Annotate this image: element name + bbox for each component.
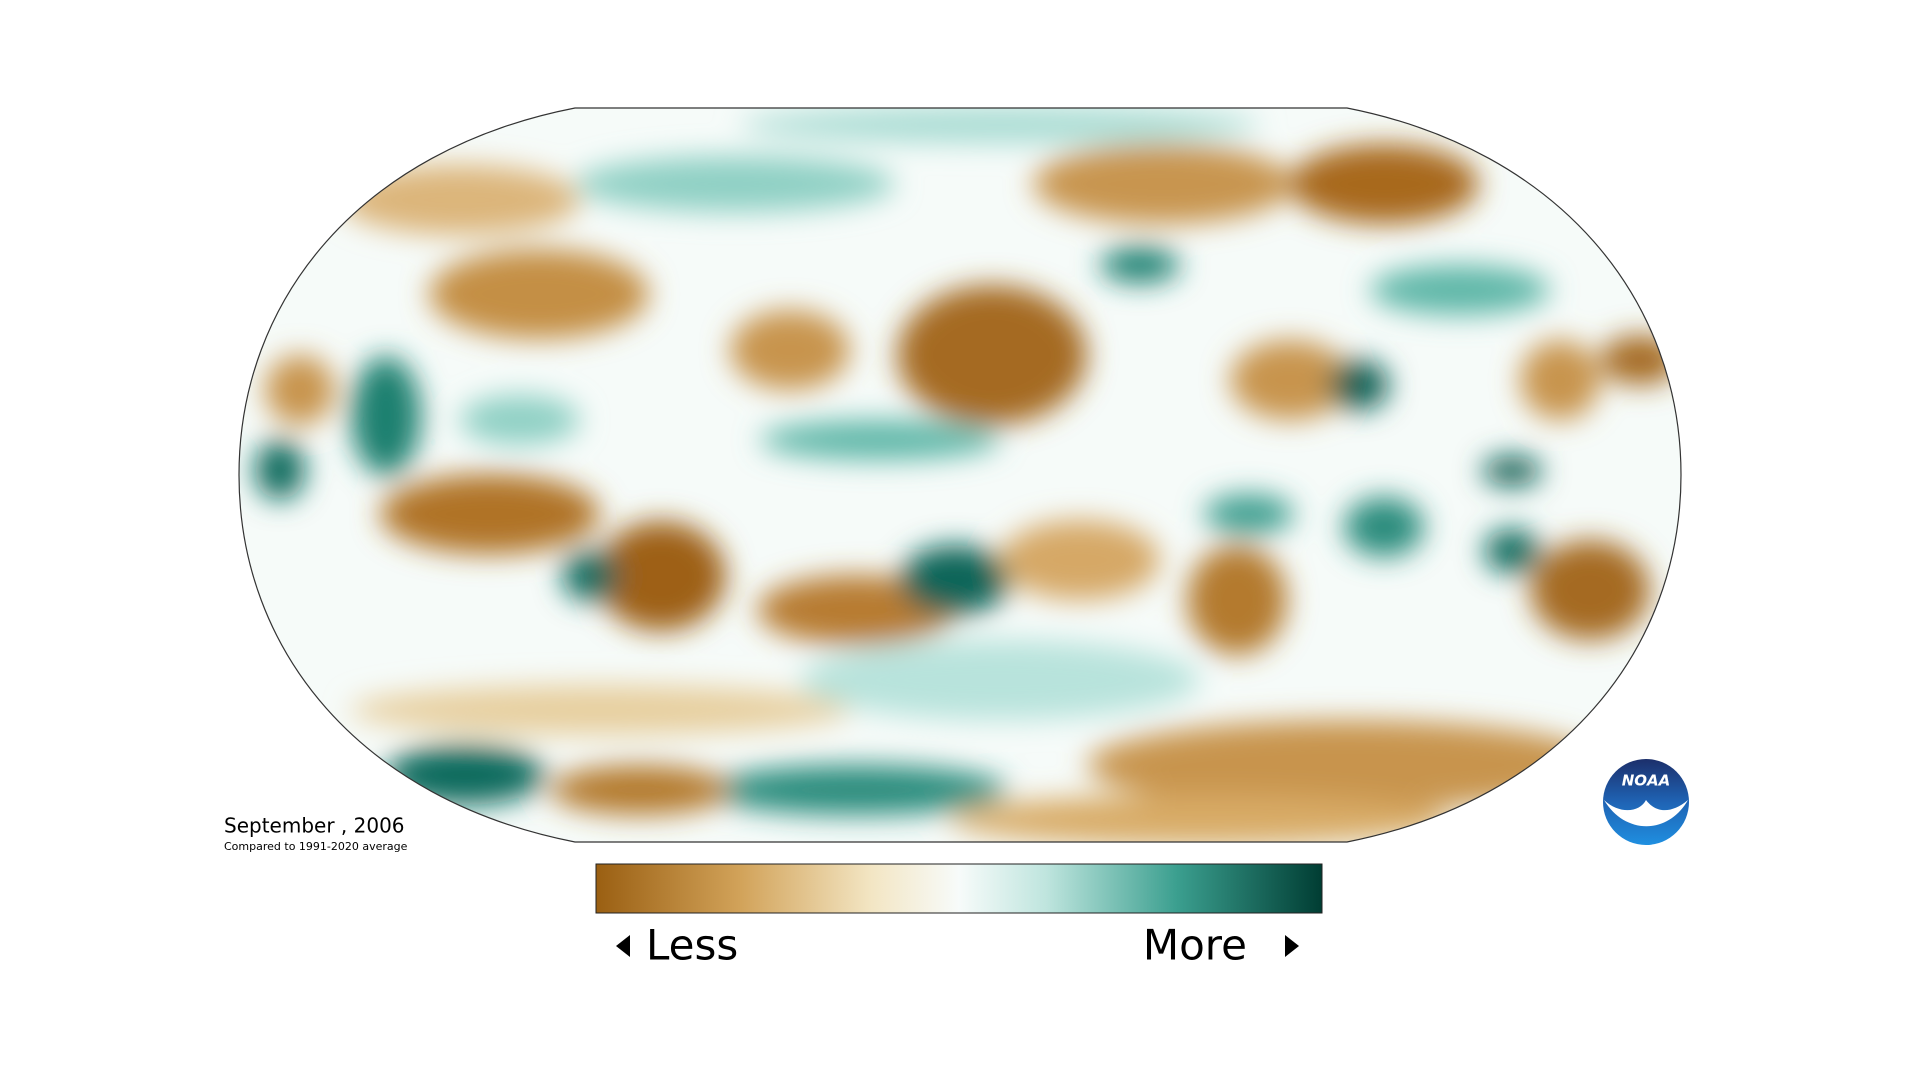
color-scale [595, 863, 1323, 914]
noaa-logo: NOAA [1603, 759, 1689, 845]
map-title: September , 2006 [224, 814, 405, 838]
map-subtitle: Compared to 1991-2020 average [224, 840, 408, 853]
logo-text: NOAA [1622, 772, 1671, 790]
anomaly-map [239, 108, 1681, 842]
legend-low-label: Less [646, 921, 738, 970]
less-arrow [616, 935, 630, 957]
more-arrow [1285, 935, 1299, 957]
legend-high-label: More [1143, 921, 1247, 970]
map-outline [238, 107, 1682, 843]
